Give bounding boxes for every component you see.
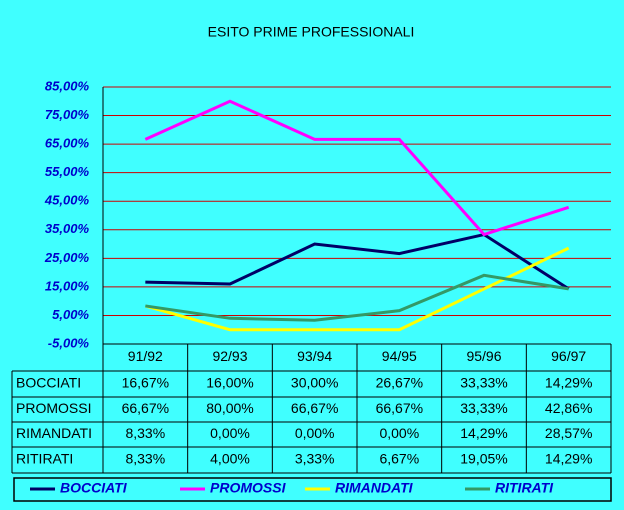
table-cell: 14,29% xyxy=(460,425,507,441)
table-cell: 4,00% xyxy=(210,451,250,467)
table-cell: 80,00% xyxy=(206,400,253,416)
table-cell: 26,67% xyxy=(376,375,423,391)
y-tick-label: 5,00% xyxy=(52,307,89,322)
table-cell: 33,33% xyxy=(460,400,507,416)
table-cell: 14,29% xyxy=(545,375,592,391)
y-tick-label: 55,00% xyxy=(45,164,90,179)
table-cell: 16,67% xyxy=(122,375,169,391)
series-line xyxy=(145,232,570,291)
table-cell: 33,33% xyxy=(460,375,507,391)
y-tick-label: 45,00% xyxy=(44,193,90,208)
legend-label: BOCCIATI xyxy=(60,480,128,496)
y-tick-label: -5,00% xyxy=(48,335,90,350)
x-tick-label: 95/96 xyxy=(466,348,501,364)
table-cell: 0,00% xyxy=(210,425,250,441)
legend-box xyxy=(13,477,612,502)
table-row-label: RIMANDATI xyxy=(16,425,92,441)
table-cell: 3,33% xyxy=(295,451,335,467)
table-cell: 30,00% xyxy=(291,375,338,391)
table-cell: 66,67% xyxy=(376,400,423,416)
table-cell: 8,33% xyxy=(125,451,165,467)
table-row-label: RITIRATI xyxy=(16,451,73,467)
table-row-label: PROMOSSI xyxy=(16,400,91,416)
table-cell: 66,67% xyxy=(122,400,169,416)
table-cell: 0,00% xyxy=(379,425,419,441)
y-tick-label: 75,00% xyxy=(45,107,90,122)
table-cell: 0,00% xyxy=(295,425,335,441)
series-line xyxy=(144,246,570,332)
y-tick-label: 15,00% xyxy=(45,278,90,293)
legend-label: RIMANDATI xyxy=(335,480,414,496)
table-cell: 66,67% xyxy=(291,400,338,416)
table-cell: 19,05% xyxy=(460,451,507,467)
table-cell: 6,67% xyxy=(379,451,419,467)
y-tick-label: 85,00% xyxy=(45,78,90,93)
legend-label: PROMOSSI xyxy=(210,480,287,496)
table-cell: 8,33% xyxy=(125,425,165,441)
y-tick-label: 35,00% xyxy=(45,221,90,236)
x-tick-label: 92/93 xyxy=(212,348,247,364)
x-tick-label: 91/92 xyxy=(128,348,163,364)
y-tick-label: 25,00% xyxy=(44,250,90,265)
table-cell: 28,57% xyxy=(545,425,592,441)
x-tick-label: 93/94 xyxy=(297,348,332,364)
table-cell: 14,29% xyxy=(545,451,592,467)
table-row-label: BOCCIATI xyxy=(16,375,81,391)
y-tick-label: 65,00% xyxy=(45,136,90,151)
table-cell: 16,00% xyxy=(206,375,253,391)
x-tick-label: 94/95 xyxy=(382,348,417,364)
chart-title: ESITO PRIME PROFESSIONALI xyxy=(208,24,415,40)
table-cell: 42,86% xyxy=(545,400,592,416)
legend-label: RITIRATI xyxy=(495,480,554,496)
series-line xyxy=(144,99,570,237)
series-line xyxy=(145,273,569,322)
x-tick-label: 96/97 xyxy=(551,348,586,364)
